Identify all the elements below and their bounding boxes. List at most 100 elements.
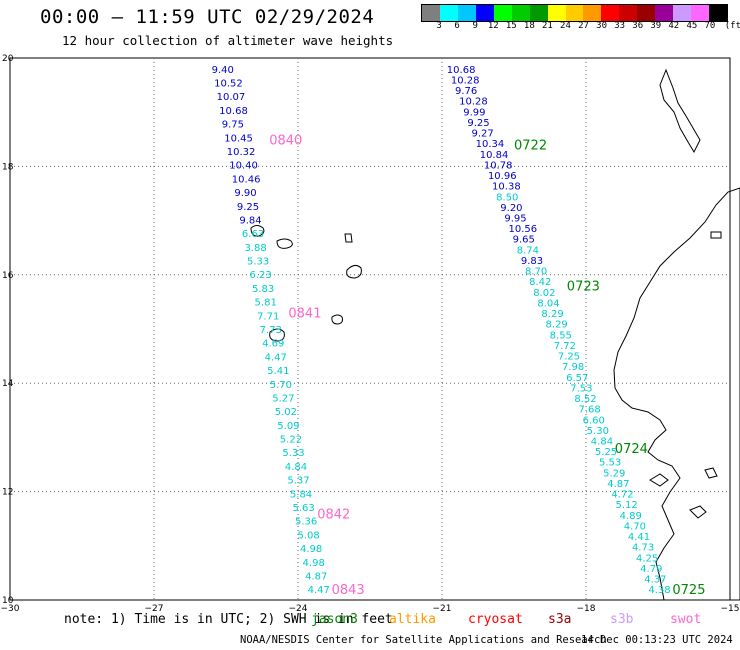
track-swh-label: 9.75: [222, 120, 244, 131]
legend-swatch: [583, 5, 602, 21]
track-swh-label: 5.08: [297, 530, 319, 541]
satellite-legend-item: cryosat: [468, 612, 523, 627]
track-swh-label: 9.25: [467, 118, 489, 129]
track-swh-label: 7.72: [554, 341, 576, 352]
track-swh-label: 9.90: [234, 188, 256, 199]
track-swh-label: 10.52: [214, 79, 243, 90]
track-swh-label: 9.99: [463, 107, 485, 118]
land-outlines: [250, 68, 740, 601]
legend-swatch: [655, 5, 674, 21]
track-swh-label: 10.46: [232, 174, 261, 185]
legend-swatch: [565, 5, 584, 21]
legend-label: 27: [578, 21, 589, 31]
track-swh-label: 7.68: [578, 405, 600, 416]
legend-label: 70: [704, 21, 716, 31]
pass-time-label: 0724: [615, 442, 648, 457]
legend-swatch: [511, 5, 530, 21]
legend-swatch: [493, 5, 512, 21]
legend-label: 9: [472, 21, 478, 31]
lat-tick-label: 16: [2, 271, 14, 281]
legend-swatch: [422, 5, 440, 21]
legend-label: 21: [541, 21, 553, 31]
pass-time-label: 0841: [288, 307, 321, 322]
track-swh-label: 5.22: [280, 435, 302, 446]
track-swh-label: 4.70: [624, 521, 646, 532]
pass-time-label: 0725: [672, 583, 705, 598]
track-swh-label: 4.98: [303, 558, 325, 569]
legend-swatch: [637, 5, 656, 21]
legend-label: 45: [686, 21, 698, 31]
track-swh-label: 6.60: [583, 415, 605, 426]
track-swh-label: 10.68: [447, 65, 476, 76]
legend-label: 18: [523, 21, 535, 31]
track-swh-label: 5.41: [267, 366, 289, 377]
track-swh-label: 4.38: [648, 585, 670, 596]
track-swh-label: 4.79: [640, 564, 662, 575]
track-swh-label: 8.70: [525, 267, 547, 278]
satellite-legend-item: swot: [670, 612, 702, 627]
track-swh-label: 4.41: [628, 532, 650, 543]
track-swh-label: 4.69: [262, 339, 284, 350]
lon-tick-label: −15: [721, 604, 740, 614]
track-swh-label: 9.95: [504, 214, 526, 225]
track-swh-label: 4.37: [644, 575, 666, 586]
track-swh-label: 8.02: [533, 288, 555, 299]
legend-label: 15: [505, 21, 517, 31]
satellite-legend-item: altika: [389, 612, 436, 627]
track-swh-label: 9.20: [500, 203, 522, 214]
track-swh-label: 5.33: [282, 448, 304, 459]
lon-tick-label: −30: [1, 604, 20, 614]
lat-tick-label: 12: [2, 488, 13, 498]
track-swh-label: 7.71: [257, 311, 279, 322]
track-swh-label: 9.76: [455, 86, 477, 97]
legend-label: 39: [650, 21, 662, 31]
track-swh-label: 9.83: [521, 256, 543, 267]
track-swh-label: 4.87: [305, 571, 327, 582]
track-swh-label: 8.29: [541, 309, 563, 320]
track-swh-label: 9.84: [239, 215, 261, 226]
island-outline: [346, 264, 362, 279]
track-swh-label: 10.78: [484, 160, 513, 171]
island-outline: [269, 328, 285, 342]
bissagos-islands: [649, 467, 718, 519]
legend-label: 3: [436, 21, 442, 31]
legend-swatch: [457, 5, 476, 21]
pass-time-label: 0723: [567, 280, 600, 295]
track-swh-label: 5.27: [272, 393, 294, 404]
legend-label: 24: [560, 21, 571, 31]
altimeter-tracks: 9.40 10.52 10.07 10.68 9.75 10.45 10.32 10.40 10…: [212, 65, 671, 596]
lat-tick-label: 10: [2, 596, 14, 606]
track-swh-label: 10.28: [459, 97, 488, 108]
track-swh-label: 10.38: [492, 182, 521, 193]
legend-swatch: [601, 5, 620, 21]
track-swh-label: 10.56: [509, 224, 538, 235]
track-swh-label: 10.40: [229, 161, 258, 172]
africa-coastline: [613, 187, 740, 601]
track-swh-label: 4.25: [636, 553, 658, 564]
track-swh-label: 5.29: [603, 468, 625, 479]
pass-time-labels: 0840 0841 0842 0843 0722 0723 0724 0725: [269, 133, 705, 598]
legend-label: 12: [487, 21, 499, 31]
legend-swatch: [475, 5, 494, 21]
footer-timestamp: 14 Dec 00:13:23 UTC 2024: [581, 634, 733, 646]
track-swh-label: 4.89: [620, 511, 642, 522]
track-swh-label: 8.74: [517, 245, 539, 256]
page-title: 00:00 – 11:59 UTC 02/29/2024: [40, 6, 375, 28]
lon-tick-label: −27: [145, 604, 164, 614]
legend-swatch: [439, 5, 458, 21]
pass-time-label: 0843: [332, 583, 365, 598]
satellite-legend-item: jason3: [311, 612, 358, 627]
track-swh-label: 10.96: [488, 171, 517, 182]
lat-tick-label: 18: [2, 162, 14, 172]
track-swh-label: 5.37: [287, 476, 309, 487]
lat-tick-label: 14: [2, 379, 14, 389]
island-outline: [331, 314, 343, 325]
track-swh-label: 8.42: [529, 277, 551, 288]
lon-tick-label: −18: [577, 604, 596, 614]
track-swh-label: 10.68: [219, 106, 248, 117]
legend-label: 42: [668, 21, 680, 31]
track-swh-label: 7.98: [562, 362, 584, 373]
legend-swatch: [529, 5, 548, 21]
track-swh-label: 5.12: [615, 500, 637, 511]
